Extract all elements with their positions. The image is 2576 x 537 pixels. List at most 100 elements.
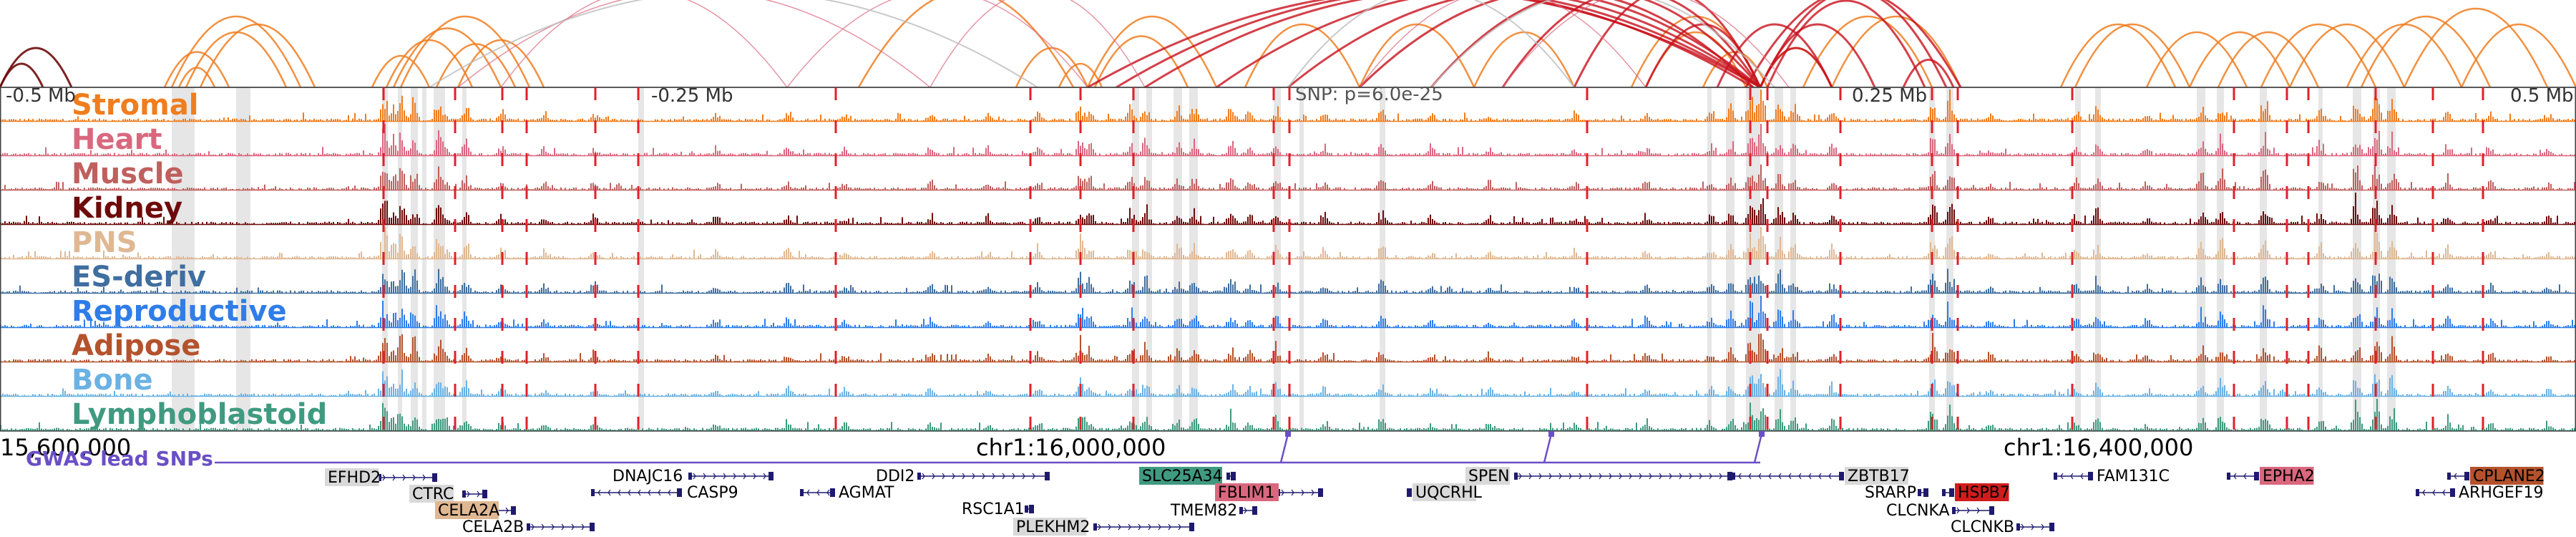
loop-arc [2346,23,2463,88]
gene-spen[interactable]: SPEN [1465,467,1732,485]
gene-uqcrhl[interactable]: UQCRHL [1407,483,1483,502]
loop-arc [1766,0,1926,88]
gene-exon [1923,488,1928,497]
gene-strand-arrow [1138,523,1141,531]
gene-cela2a[interactable]: CELA2A [435,501,516,520]
gene-strand-arrow [1639,473,1642,480]
gene-strand-arrow [1719,473,1722,480]
gene-arhgef19[interactable]: ARHGEF19 [2416,484,2543,502]
gene-tmem82[interactable]: TMEM82 [1170,502,1257,520]
gene-clcnka[interactable]: CLCNKA [1886,502,1994,520]
loop-arc [2460,23,2576,88]
gwas-lead-snps-row: GWAS lead SNPs [26,431,1765,470]
gene-exon [917,473,921,480]
gene-dnajc16[interactable]: DNAJC16 [613,468,774,485]
gene-tag [1413,483,1476,501]
gene-strand-arrow [753,473,756,480]
gene-agmat[interactable]: AGMAT [800,484,894,502]
gene-exon [1918,489,1921,496]
gene-strand-arrow [1128,523,1131,531]
gene-tag [1013,518,1087,536]
loop-arc [1802,16,1933,88]
gene-cela2b[interactable]: CELA2B [462,518,595,536]
track-heart: Heart [0,123,2576,157]
loop-arc [1430,0,1762,88]
gene-strand-arrow [2021,523,2024,531]
gene-fam131c[interactable]: FAM131C [2054,468,2170,485]
gene-epha2[interactable]: EPHA2 [2227,467,2315,485]
gene-clcnkb[interactable]: CLCNKB [1951,518,2054,536]
gene-strand-arrow [1659,473,1662,480]
loop-arc [1358,0,1755,89]
gene-exon [2416,489,2419,496]
loop-arc [177,67,216,88]
gene-strand-arrow [1002,473,1005,480]
gene-strand-arrow [1291,489,1294,496]
gene-strand-arrow [1976,507,1980,514]
gene-label: SPEN [1468,468,1510,485]
gene-exon [462,490,466,498]
loop-arc [1093,35,1189,88]
gene-srarp[interactable]: SRARP [1865,484,1928,502]
gene-strand-arrow [2080,473,2084,480]
gene-label: PLEKHM2 [1016,518,1090,536]
gene-strand-arrow [551,523,555,531]
gene-strand-arrow [1548,473,1552,480]
gene-label: SRARP [1865,484,1916,502]
gene-strand-arrow [1699,473,1702,480]
gene-exon [432,473,437,482]
gene-strand-arrow [1818,473,1822,480]
gene-label: HSPB7 [1958,484,2010,502]
gene-label: CTRC [412,485,454,503]
gene-strand-arrow [1649,473,1652,480]
gene-fblim1[interactable]: FBLIM1 [1215,483,1323,502]
gene-label: CELA2A [438,502,499,520]
gene-strand-arrow [1669,473,1672,480]
gene-hspb7[interactable]: HSPB7 [1942,483,2010,502]
loop-arc [399,16,531,88]
gene-exon [1189,523,1194,531]
gene-exon [1727,472,1732,480]
loop-arc [1015,47,1089,88]
gene-strand-arrow [932,473,935,480]
gene-cplane2[interactable]: CPLANE2 [2447,467,2545,485]
gene-exon [1407,489,1410,496]
gene-exon [591,489,595,496]
gene-strand-arrow [608,489,611,496]
gene-strand-arrow [392,474,396,481]
loop-arc [2403,7,2549,88]
gene-ctrc[interactable]: CTRC [409,485,487,503]
gene-slc25a34[interactable]: SLC25A34 [1139,467,1236,485]
gwas-snp-stem [1753,433,1763,463]
gene-label: DDI2 [876,468,914,485]
gene-exon [511,506,516,515]
coordinate-start: 15,600,000 [0,434,131,461]
gene-exon [1949,488,1954,497]
gene-ddi2[interactable]: DDI2 [876,468,1050,485]
boundary-lines [382,87,2484,431]
gene-plekhm2[interactable]: PLEKHM2 [1013,518,1194,536]
gene-exon [1839,472,1844,480]
gene-strand-arrow [382,474,386,481]
gene-strand-arrow [1748,473,1752,480]
loop-arc [1573,0,1762,88]
gene-efhd2[interactable]: EFHD2 [325,468,437,487]
loop-arc [2188,32,2291,88]
gene-casp9[interactable]: CASP9 [591,484,738,502]
gene-strand-arrow [992,473,995,480]
gene-strand-arrow [505,507,509,514]
gene-zbtb17[interactable]: ZBTB17 [1732,467,1910,485]
gene-exon [1952,507,1956,514]
gwas-snp-stem [1543,433,1553,463]
gene-tag [1845,467,1908,485]
gene-strand-arrow [2422,489,2426,496]
gene-rsc1a1[interactable]: RSC1A1 [962,500,1034,518]
gene-strand-arrow [541,523,545,531]
gene-exon [590,523,595,531]
gene-strand-arrow [658,489,661,496]
loop-arc [2360,16,2492,88]
track-es-deriv: ES-deriv [0,261,2576,294]
gwas-snp-stem [1279,433,1289,463]
loop-arc [1087,0,1761,89]
loop-arc [429,0,1038,88]
